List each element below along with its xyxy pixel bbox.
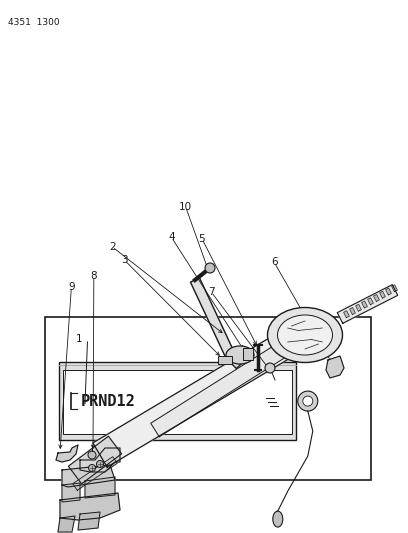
- Polygon shape: [73, 457, 117, 490]
- Text: 5: 5: [199, 234, 205, 244]
- Polygon shape: [368, 298, 373, 305]
- Polygon shape: [356, 304, 361, 311]
- Polygon shape: [191, 278, 235, 357]
- Polygon shape: [60, 493, 120, 520]
- Polygon shape: [151, 338, 294, 437]
- Polygon shape: [78, 512, 100, 530]
- Polygon shape: [56, 445, 78, 462]
- Polygon shape: [350, 308, 355, 314]
- Ellipse shape: [277, 315, 333, 355]
- Polygon shape: [344, 311, 349, 318]
- Bar: [218, 356, 232, 364]
- Circle shape: [97, 461, 104, 467]
- Polygon shape: [85, 477, 115, 498]
- Polygon shape: [62, 465, 115, 487]
- Circle shape: [88, 451, 96, 459]
- Polygon shape: [93, 318, 317, 467]
- Text: 9: 9: [68, 282, 75, 292]
- Circle shape: [265, 363, 275, 373]
- Polygon shape: [337, 285, 398, 324]
- Circle shape: [89, 464, 95, 472]
- Text: 7: 7: [208, 287, 215, 297]
- Circle shape: [205, 263, 215, 273]
- Circle shape: [303, 396, 313, 406]
- Polygon shape: [380, 292, 385, 298]
- Bar: [63, 370, 292, 434]
- Text: 2: 2: [109, 242, 115, 252]
- Text: 3: 3: [121, 255, 128, 265]
- Text: PRND12: PRND12: [81, 393, 136, 409]
- Bar: [45, 317, 371, 480]
- Bar: [59, 362, 296, 440]
- Polygon shape: [80, 448, 120, 472]
- Ellipse shape: [226, 346, 254, 364]
- Text: 1: 1: [76, 334, 83, 344]
- Bar: [243, 348, 253, 360]
- Text: 10: 10: [179, 202, 192, 212]
- Polygon shape: [69, 436, 122, 484]
- Polygon shape: [386, 288, 391, 295]
- Ellipse shape: [273, 511, 283, 527]
- Polygon shape: [62, 483, 80, 502]
- Circle shape: [298, 391, 318, 411]
- Polygon shape: [374, 295, 379, 302]
- Polygon shape: [392, 285, 397, 292]
- Text: 6: 6: [271, 257, 277, 267]
- Text: 4351  1300: 4351 1300: [8, 18, 60, 27]
- Text: 4: 4: [168, 232, 175, 242]
- Ellipse shape: [268, 308, 342, 362]
- Text: 8: 8: [91, 271, 97, 281]
- Polygon shape: [326, 356, 344, 378]
- Polygon shape: [361, 301, 367, 308]
- Polygon shape: [226, 351, 244, 368]
- Polygon shape: [58, 516, 75, 532]
